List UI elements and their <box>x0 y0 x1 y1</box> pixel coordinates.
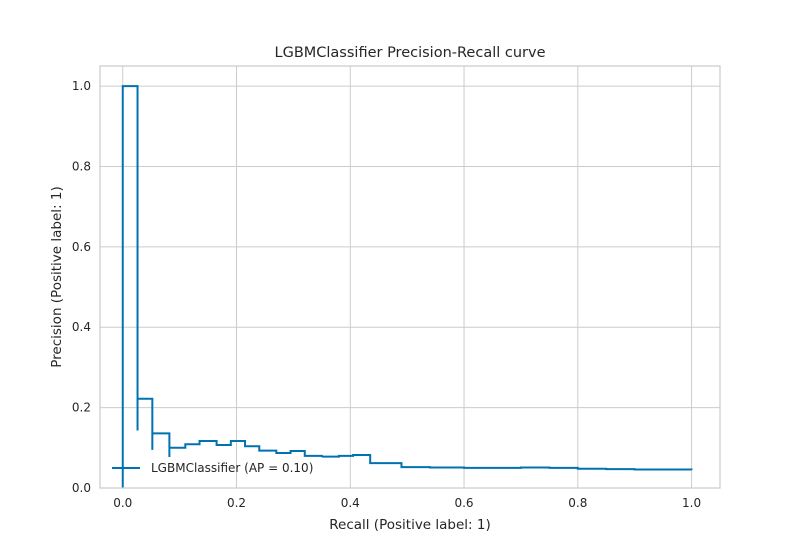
precision-recall-step-line <box>121 85 693 488</box>
y-tick-label: 0.6 <box>72 240 91 254</box>
y-axis-label: Precision (Positive label: 1) <box>49 186 65 367</box>
x-axis-label: Recall (Positive label: 1) <box>329 517 491 533</box>
y-tick-label: 0.2 <box>72 401 91 415</box>
plot-frame <box>99 65 721 489</box>
y-tick-label: 0.4 <box>72 320 91 334</box>
y-tick-label: 0.0 <box>72 481 91 495</box>
plot-area <box>100 66 720 488</box>
x-tick-label: 0.4 <box>341 496 360 510</box>
x-tick-label: 0.6 <box>454 496 473 510</box>
y-tick-label: 1.0 <box>72 79 91 93</box>
x-tick-label: 0.8 <box>568 496 587 510</box>
legend: LGBMClassifier (AP = 0.10) <box>112 461 313 475</box>
y-tick-label: 0.8 <box>72 159 91 173</box>
chart-title: LGBMClassifier Precision-Recall curve <box>275 45 546 61</box>
x-tick-label: 0.2 <box>227 496 246 510</box>
x-tick-label: 0.0 <box>113 496 132 510</box>
grid <box>100 66 720 489</box>
tick-labels: 0.0 0.2 0.4 0.6 0.8 1.0 0.0 0.2 0.4 0.6 0.8 1.0 <box>72 79 701 510</box>
series-layer <box>121 85 693 488</box>
x-tick-label: 1.0 <box>682 496 701 510</box>
legend-label: LGBMClassifier (AP = 0.10) <box>151 461 313 475</box>
